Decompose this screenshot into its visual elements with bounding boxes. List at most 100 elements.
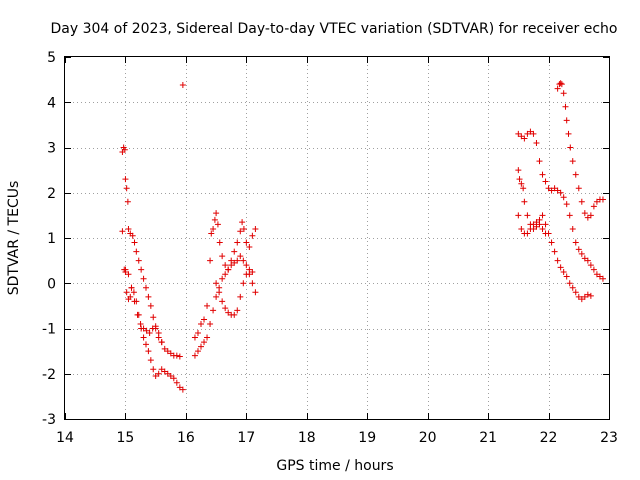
data-point xyxy=(150,314,157,321)
series-segment-3-high xyxy=(554,80,606,221)
data-point xyxy=(170,375,177,382)
data-point xyxy=(520,185,527,192)
data-point xyxy=(252,225,259,232)
data-point xyxy=(152,373,159,380)
chart-title: Day 304 of 2023, Sidereal Day-to-day VTE… xyxy=(51,21,618,37)
data-point xyxy=(210,307,217,314)
data-point xyxy=(572,171,579,178)
data-point xyxy=(239,219,246,226)
data-point xyxy=(207,320,214,327)
data-point xyxy=(237,253,244,260)
data-point xyxy=(155,330,162,337)
data-point xyxy=(243,271,250,278)
data-point xyxy=(581,293,588,300)
data-point xyxy=(228,262,235,269)
y-axis-tick-labels: -3 -2 -1 0 1 2 3 4 5 xyxy=(42,50,56,428)
data-point xyxy=(137,320,144,327)
data-point xyxy=(128,284,135,291)
data-point xyxy=(161,368,168,375)
data-point xyxy=(210,225,217,232)
data-point xyxy=(225,266,232,273)
data-point xyxy=(581,210,588,217)
data-point xyxy=(219,275,226,282)
data-point xyxy=(124,198,131,205)
data-point xyxy=(515,212,522,219)
data-point xyxy=(524,212,531,219)
data-point xyxy=(246,244,253,251)
x-tick-label: 15 xyxy=(117,430,135,446)
data-point xyxy=(204,302,211,309)
data-point xyxy=(131,239,138,246)
data-point xyxy=(191,352,198,359)
data-point xyxy=(234,307,241,314)
data-point xyxy=(143,327,150,334)
data-point xyxy=(557,264,564,271)
data-point xyxy=(249,232,256,239)
data-point xyxy=(584,291,591,298)
data-point xyxy=(554,187,561,194)
data-point xyxy=(536,158,543,165)
data-point xyxy=(530,130,537,137)
data-point xyxy=(593,271,600,278)
data-point xyxy=(246,266,253,273)
data-point xyxy=(207,257,214,264)
data-point xyxy=(231,311,238,318)
data-point xyxy=(150,366,157,373)
y-tick-label: 2 xyxy=(47,186,56,202)
y-tick-label: 3 xyxy=(47,141,56,157)
series-segment-2-lower xyxy=(191,253,259,359)
data-point xyxy=(590,266,597,273)
data-point xyxy=(216,289,223,296)
data-point xyxy=(133,248,140,255)
x-tick-label: 19 xyxy=(358,430,376,446)
data-point xyxy=(219,298,226,305)
data-point xyxy=(524,130,531,137)
data-point xyxy=(176,353,183,360)
data-point xyxy=(176,384,183,391)
data-point xyxy=(149,325,156,332)
data-point xyxy=(599,275,606,282)
data-point xyxy=(243,262,250,269)
data-point xyxy=(575,246,582,253)
data-point xyxy=(140,275,147,282)
x-tick-label: 22 xyxy=(540,430,558,446)
x-tick-label: 18 xyxy=(298,430,316,446)
data-point xyxy=(164,348,171,355)
data-point xyxy=(194,348,201,355)
axis-ticks xyxy=(65,57,610,420)
data-point xyxy=(548,187,555,194)
data-point xyxy=(123,185,130,192)
data-point xyxy=(560,90,567,97)
data-point xyxy=(194,330,201,337)
data-point xyxy=(213,280,220,287)
data-point xyxy=(222,262,229,269)
data-point xyxy=(596,273,603,280)
data-point xyxy=(587,292,594,299)
data-point xyxy=(584,214,591,221)
data-point xyxy=(569,225,576,232)
data-point xyxy=(216,239,223,246)
data-point xyxy=(237,228,244,235)
data-point xyxy=(179,82,186,89)
data-point xyxy=(208,230,215,237)
data-point xyxy=(578,250,585,257)
data-point xyxy=(155,370,162,377)
x-tick-label: 17 xyxy=(237,430,255,446)
data-point xyxy=(575,185,582,192)
data-point xyxy=(560,194,567,201)
data-point xyxy=(252,289,259,296)
data-point xyxy=(179,386,186,393)
data-point xyxy=(563,273,570,280)
data-point xyxy=(231,259,238,266)
y-tick-label: -3 xyxy=(42,412,56,428)
data-point xyxy=(545,185,552,192)
data-point xyxy=(146,330,153,337)
y-tick-label: 0 xyxy=(47,276,56,292)
data-point xyxy=(530,221,537,228)
data-point xyxy=(173,352,180,359)
data-point xyxy=(122,266,129,273)
data-point xyxy=(204,334,211,341)
data-point xyxy=(213,293,220,300)
data-point xyxy=(533,219,540,226)
